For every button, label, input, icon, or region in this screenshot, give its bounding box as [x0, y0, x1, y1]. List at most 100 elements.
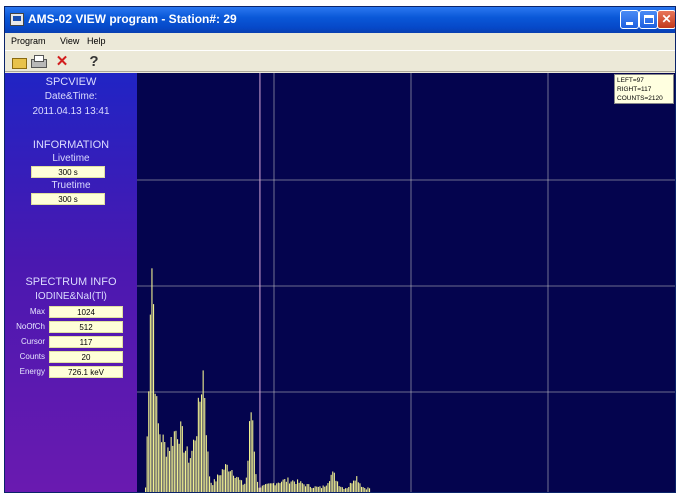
spectrum-bar	[182, 426, 183, 493]
spectrum-bar	[207, 452, 208, 493]
minimize-button[interactable]	[620, 10, 639, 29]
spectrum-bar	[235, 478, 236, 493]
spectrum-bar	[292, 480, 293, 493]
open-icon[interactable]	[10, 53, 28, 70]
spectrum-bar	[199, 402, 200, 493]
spectrum-bar	[331, 475, 332, 493]
spectrum-bar	[211, 483, 212, 493]
spectrum-bar	[339, 486, 340, 493]
spectrum-bar	[335, 481, 336, 493]
spectrum-bar	[252, 420, 253, 493]
spectrum-bar	[164, 442, 165, 493]
spectrum-bar	[297, 479, 298, 493]
readout-left: LEFT=97	[617, 76, 671, 85]
spectrum-bar	[294, 482, 295, 493]
spectrum-bar	[308, 484, 309, 493]
livetime-label: Livetime	[5, 153, 137, 164]
spectrum-bar	[230, 471, 231, 493]
app-window: AMS-02 VIEW program - Station#: 29 ✕ Pro…	[4, 6, 676, 493]
energy-field: 726.1 keV	[49, 366, 123, 378]
spectrum-bar	[303, 484, 304, 493]
spectrum-bar	[345, 488, 346, 493]
spectrum-bar	[355, 481, 356, 493]
minimize-icon	[626, 22, 633, 25]
app-name: SPCVIEW	[5, 76, 137, 88]
stop-icon[interactable]: ✕	[53, 53, 71, 70]
spectrum-bar	[238, 477, 239, 493]
spectrum-bar	[343, 489, 344, 493]
spectrum-bar	[254, 452, 255, 493]
spectrum-bar	[174, 431, 175, 493]
maximize-button[interactable]	[639, 10, 658, 29]
spectrum-canvas[interactable]	[137, 73, 675, 493]
spectrum-bar	[351, 483, 352, 493]
spectrum-bar	[327, 483, 328, 493]
spectrum-bar	[275, 485, 276, 493]
spectrum-bar	[179, 444, 180, 493]
spectrum-bar	[163, 435, 164, 493]
information-title: INFORMATION	[5, 139, 137, 151]
spectrum-bar	[271, 483, 272, 493]
datetime-value: 2011.04.13 13:41	[5, 106, 137, 117]
spectrum-bar	[279, 483, 280, 493]
close-button[interactable]: ✕	[657, 10, 676, 29]
title-bar[interactable]: AMS-02 VIEW program - Station#: 29 ✕	[5, 7, 675, 33]
window-title: AMS-02 VIEW program - Station#: 29	[28, 12, 237, 26]
spectrum-bar	[217, 475, 218, 493]
spectrum-bar	[249, 421, 250, 493]
spectrum-bar	[324, 487, 325, 493]
readout-counts: COUNTS=2120	[617, 94, 671, 103]
cursor-label: Cursor	[7, 337, 45, 346]
spectrum-bar	[329, 481, 330, 493]
menu-bar: Program View Help	[5, 33, 675, 50]
spectrum-bar	[361, 487, 362, 493]
spectrum-bar	[315, 486, 316, 493]
spectrum-bar	[231, 470, 232, 493]
spectrum-bar	[295, 484, 296, 493]
spectrum-bar	[212, 485, 213, 493]
spectrum-bar	[148, 391, 149, 493]
print-icon[interactable]	[29, 53, 47, 70]
spectrum-bar	[188, 463, 189, 493]
spectrum-bar	[150, 315, 151, 493]
spectrum-bar	[158, 423, 159, 493]
spectrum-bar	[241, 480, 242, 493]
menu-program[interactable]: Program	[11, 36, 46, 46]
spectrum-bar	[342, 487, 343, 493]
spectrum-bar	[155, 394, 156, 493]
spectrum-bar	[319, 486, 320, 493]
spectrum-bar	[244, 484, 245, 493]
menu-view[interactable]: View	[60, 36, 79, 46]
spectrum-bar	[270, 483, 271, 493]
spectrum-bar	[268, 483, 269, 493]
spectrum-bar	[191, 451, 192, 493]
spectrum-bar	[287, 478, 288, 493]
spectrum-bar	[215, 481, 216, 493]
spectrum-bar	[364, 488, 365, 493]
menu-help[interactable]: Help	[87, 36, 106, 46]
spectrum-bar	[278, 483, 279, 493]
spectrum-bar	[286, 482, 287, 493]
spectrum-bar	[334, 473, 335, 493]
spectrum-bar	[367, 487, 368, 493]
max-field: 1024	[49, 306, 123, 318]
spectrum-bar	[299, 483, 300, 493]
spectrum-bar	[313, 488, 314, 493]
spectrum-bar	[243, 485, 244, 493]
counts-field: 20	[49, 351, 123, 363]
spectrum-bar	[247, 461, 248, 493]
spectrum-bar	[326, 486, 327, 493]
spectrum-bar	[225, 464, 226, 493]
app-icon	[10, 13, 24, 26]
cursor-readout: LEFT=97 RIGHT=117 COUNTS=2120	[614, 74, 674, 104]
spectrum-bar	[204, 398, 205, 493]
maximize-icon	[644, 15, 654, 24]
spectrum-bar	[323, 486, 324, 493]
counts-label: Counts	[7, 352, 45, 361]
spectrum-bar	[206, 435, 207, 493]
spectrum-bar	[311, 488, 312, 493]
spectrum-bar	[283, 480, 284, 493]
spectrum-bar	[310, 487, 311, 493]
help-icon[interactable]: ?	[85, 53, 103, 70]
spectrum-plot[interactable]: LEFT=97 RIGHT=117 COUNTS=2120	[137, 73, 675, 493]
